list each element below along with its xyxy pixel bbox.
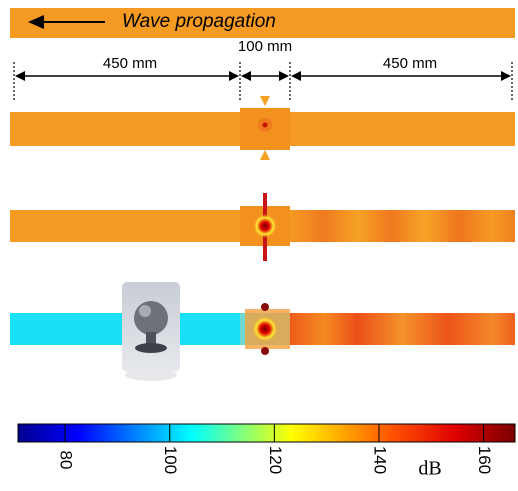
dimension-label: 100 mm: [238, 38, 292, 55]
dimension-label: 450 mm: [383, 55, 437, 72]
banner-label: Wave propagation: [122, 11, 276, 32]
dimension-guides: [13, 62, 513, 102]
colorbar-tick-label: 120: [266, 446, 285, 474]
colorbar-unit: dB: [418, 458, 441, 480]
duct-row: [10, 96, 515, 160]
colorbar-ticks: 80 100 120 140 160: [57, 424, 494, 474]
actuator-icon: [122, 282, 180, 381]
colorbar-tick-label: 100: [161, 446, 180, 474]
colorbar-tick-label: 160: [475, 446, 494, 474]
dimension-arrows: [15, 71, 511, 81]
colorbar-tick-label: 80: [57, 451, 76, 470]
duct-row: [10, 193, 515, 261]
colorbar: [17, 423, 516, 443]
colorbar-tick-label: 140: [370, 446, 389, 474]
dimension-label: 450 mm: [103, 55, 157, 72]
arrow-head: [28, 15, 44, 29]
duct-row: [10, 303, 515, 355]
